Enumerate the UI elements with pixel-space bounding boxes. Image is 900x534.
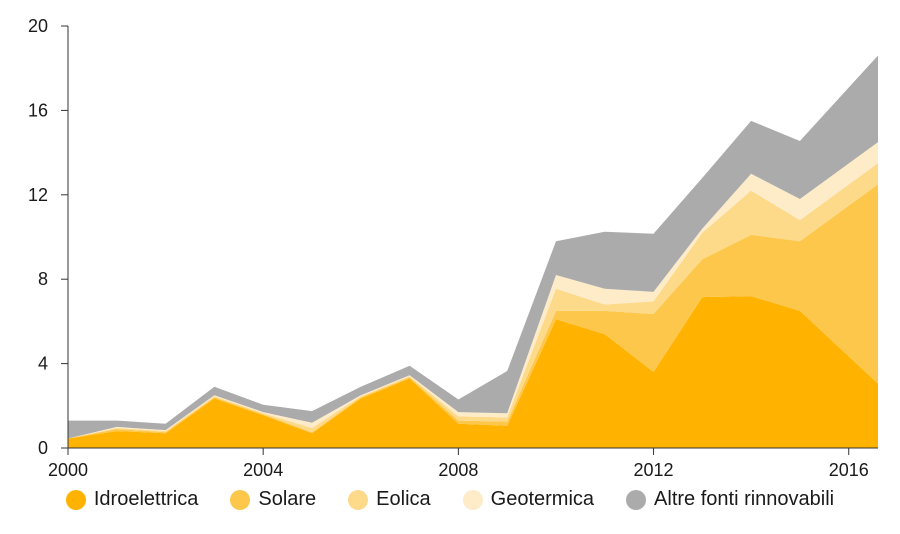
- legend-label: Solare: [258, 488, 317, 510]
- area-layer: [68, 55, 878, 448]
- legend-label: Idroelettrica: [93, 488, 199, 510]
- area-chart: 0 4 8 12 16 20 2000 2004 2008 2012 2016: [28, 16, 878, 480]
- y-tick-label: 20: [28, 16, 48, 36]
- y-tick-label: 0: [38, 438, 48, 458]
- legend-label: Eolica: [376, 488, 431, 510]
- legend-swatch: [348, 489, 369, 510]
- legend: Idroelettrica Solare Eolica Geotermica Altre…: [0, 488, 900, 511]
- area-series-idroelettrica: [68, 296, 878, 448]
- legend-item: Solare: [230, 488, 316, 511]
- y-tick-label: 8: [38, 269, 48, 289]
- legend-swatch: [626, 489, 647, 510]
- x-tick-label: 2000: [48, 460, 88, 480]
- legend-item: Altre fonti rinnovabili: [626, 488, 834, 511]
- y-tick-label: 4: [38, 354, 48, 374]
- legend-item: Geotermica: [462, 488, 595, 511]
- x-tick-label: 2008: [438, 460, 478, 480]
- y-tick-label: 16: [28, 100, 48, 120]
- legend-swatch: [65, 489, 86, 510]
- legend-swatch: [462, 489, 483, 510]
- legend-item: Eolica: [348, 488, 431, 511]
- x-tick-label: 2016: [829, 460, 869, 480]
- legend-label: Geotermica: [490, 488, 595, 510]
- y-axis-ticks: 0 4 8 12 16 20: [28, 16, 68, 458]
- legend-swatch: [230, 489, 251, 510]
- x-tick-label: 2004: [243, 460, 283, 480]
- x-axis-ticks: 2000 2004 2008 2012 2016: [48, 448, 869, 480]
- x-tick-label: 2012: [634, 460, 674, 480]
- legend-label: Altre fonti rinnovabili: [654, 488, 835, 510]
- y-tick-label: 12: [28, 185, 48, 205]
- legend-item: Idroelettrica: [65, 488, 199, 511]
